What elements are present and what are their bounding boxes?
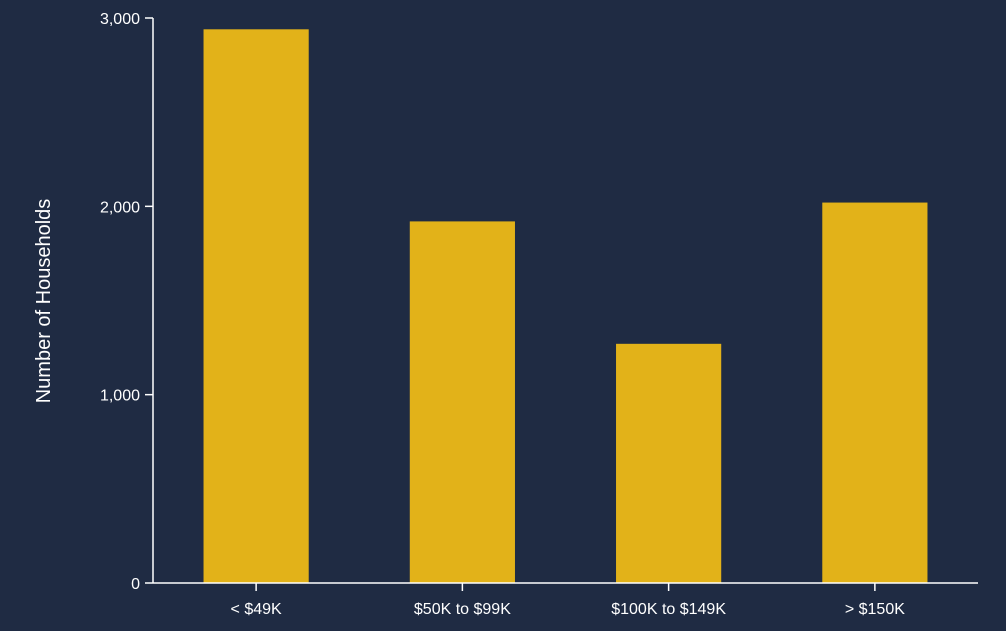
y-axis: 0 1,000 2,000 3,000: [100, 11, 154, 593]
y-tick-label: 3,000: [100, 11, 140, 28]
y-tick-label: 2,000: [100, 199, 140, 216]
x-tick-label: > $150K: [845, 601, 905, 618]
bars-group: [203, 29, 928, 584]
bar-1: [409, 221, 515, 583]
x-tick-label: $50K to $99K: [414, 601, 511, 618]
bar-3: [822, 202, 928, 584]
x-axis: < $49K $50K to $99K $100K to $149K > $150K: [153, 582, 978, 618]
y-tick-label: 1,000: [100, 388, 140, 405]
y-axis-title: Number of Households: [33, 199, 55, 404]
bar-2: [616, 343, 722, 583]
y-tick-label: 0: [131, 576, 140, 593]
bar-0: [203, 29, 309, 584]
x-tick-label: < $49K: [231, 601, 282, 618]
x-tick-label: $100K to $149K: [611, 601, 726, 618]
